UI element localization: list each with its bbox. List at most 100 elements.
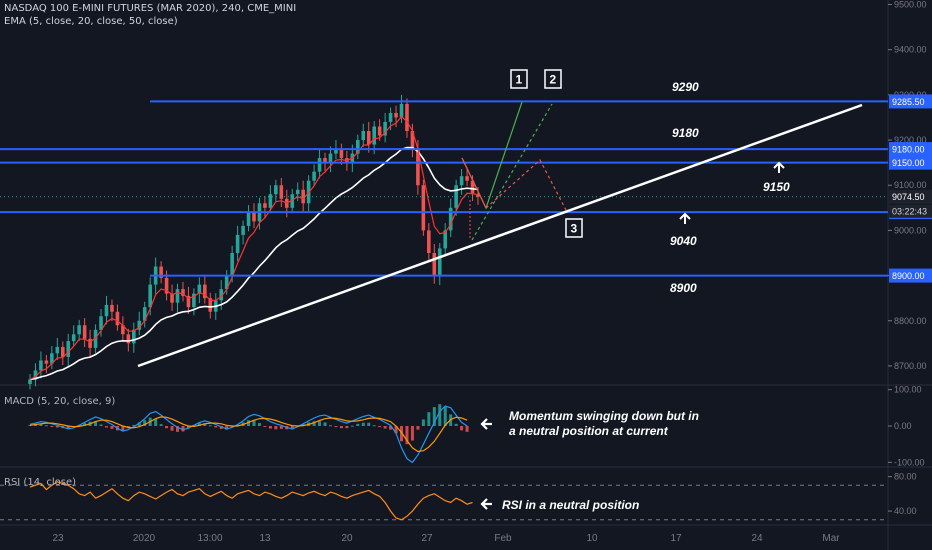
- candle-body: [416, 149, 420, 186]
- candle-body: [372, 126, 376, 145]
- candle-body: [175, 289, 180, 303]
- candle-body: [274, 185, 278, 195]
- macd-tick-label: 100.00: [894, 385, 922, 395]
- rsi-annotation: RSI in a neutral position: [502, 498, 639, 512]
- macd-histogram-bar: [421, 419, 425, 426]
- macd-signal-line: [29, 416, 468, 453]
- candle-body: [104, 304, 109, 317]
- candle-body: [121, 325, 125, 335]
- macd-histogram-bar: [290, 426, 294, 430]
- macd-histogram-bar: [99, 424, 103, 426]
- macd-histogram-bar: [432, 407, 436, 426]
- macd-histogram-bar: [203, 423, 207, 426]
- macd-histogram-bar: [328, 425, 332, 427]
- candle-body: [93, 329, 98, 348]
- macd-histogram-bar: [460, 426, 464, 431]
- candle-body: [448, 207, 453, 231]
- candle-body: [33, 370, 38, 380]
- macd-histogram-bar: [416, 426, 420, 430]
- level-axis-badge: [889, 268, 932, 283]
- left-arrow-icon: [480, 498, 492, 510]
- price-tick-label: 8700.00: [894, 361, 927, 371]
- scenario-2-path: [471, 103, 553, 241]
- ema-5-line: [29, 115, 479, 381]
- macd-histogram-bar: [318, 421, 322, 426]
- scenario-box-label: 3: [571, 222, 578, 236]
- candle-body: [432, 252, 437, 276]
- macd-histogram-bar: [94, 421, 98, 426]
- macd-histogram-bar: [465, 426, 469, 432]
- candle-body: [301, 189, 305, 204]
- chart-header: NASDAQ 100 E-MINI FUTURES (MAR 2020), 24…: [4, 2, 296, 28]
- macd-histogram-bar: [28, 424, 32, 426]
- candle-body: [356, 140, 360, 154]
- symbol-title: NASDAQ 100 E-MINI FUTURES (MAR 2020), 24…: [4, 3, 297, 14]
- candle-body: [170, 293, 174, 303]
- candle-body: [77, 325, 81, 335]
- rsi-pane-label: RSI (14, close): [4, 477, 77, 488]
- candle-body: [279, 185, 284, 199]
- candle-body: [110, 304, 114, 312]
- scenario-box-label: 2: [550, 73, 557, 87]
- macd-histogram-bar: [438, 404, 442, 426]
- macd-histogram-bar: [121, 426, 125, 432]
- rsi-line: [29, 481, 473, 521]
- scenario-box-label: 1: [516, 73, 523, 87]
- candle-body: [28, 379, 32, 384]
- candle-body: [132, 329, 136, 344]
- macd-histogram-bar: [186, 426, 190, 429]
- candle-body: [197, 284, 202, 294]
- price-tick-label: 9200.00: [894, 135, 927, 145]
- macd-histogram-bar: [378, 426, 382, 428]
- macd-histogram-bar: [383, 426, 387, 429]
- candle-body: [295, 189, 300, 195]
- trend-line: [137, 103, 863, 368]
- macd-histogram-bar: [104, 426, 108, 428]
- macd-histogram-bar: [159, 424, 163, 426]
- rsi-tick-label: 40.00: [894, 506, 917, 516]
- candle-body: [263, 203, 267, 208]
- candle-body: [437, 248, 442, 276]
- macd-histogram-bar: [345, 426, 349, 429]
- candle-body: [159, 266, 163, 278]
- level-axis-badge-label: 9285.50: [892, 97, 925, 107]
- x-tick-label: Mar: [822, 533, 840, 544]
- macd-histogram-bar: [427, 412, 431, 426]
- x-tick-label: 17: [670, 533, 682, 544]
- current-price-badge: [889, 189, 932, 204]
- macd-annotation: Momentum swinging down but in: [509, 409, 699, 423]
- candle-body: [115, 311, 120, 326]
- candle-body: [268, 194, 273, 208]
- x-tick-label: 23: [52, 533, 64, 544]
- macd-histogram-bar: [208, 425, 212, 427]
- candle-body: [148, 284, 152, 308]
- candle-body: [203, 284, 207, 299]
- scenario-box: [510, 69, 528, 89]
- candle-body: [181, 289, 185, 296]
- macd-histogram-bar: [410, 426, 414, 441]
- x-tick-label: 2020: [133, 533, 156, 544]
- candle-body: [366, 131, 371, 145]
- price-tick-label: 9100.00: [894, 180, 927, 190]
- macd-histogram-bar: [225, 426, 229, 430]
- scenario-3-path: [485, 159, 567, 211]
- macd-histogram-bar: [443, 406, 447, 426]
- candle-body: [241, 225, 245, 235]
- macd-histogram-bar: [50, 426, 54, 427]
- candle-body: [443, 230, 448, 249]
- candle-body: [323, 158, 327, 163]
- scenario-box: [544, 69, 562, 89]
- up-arrow-icon: [773, 161, 785, 173]
- macd-histogram-bar: [323, 422, 327, 426]
- countdown-label: 03:22:43: [892, 207, 927, 217]
- macd-histogram-bar: [350, 425, 354, 427]
- candle-body: [88, 338, 92, 348]
- candle-body: [50, 353, 54, 364]
- up-arrow-icon: [679, 212, 691, 224]
- level-label: 9040: [670, 234, 697, 248]
- candle-body: [427, 230, 431, 253]
- price-tick-label: 9400.00: [894, 45, 927, 55]
- macd-histogram-bar: [230, 426, 234, 428]
- macd-histogram-bar: [247, 420, 251, 426]
